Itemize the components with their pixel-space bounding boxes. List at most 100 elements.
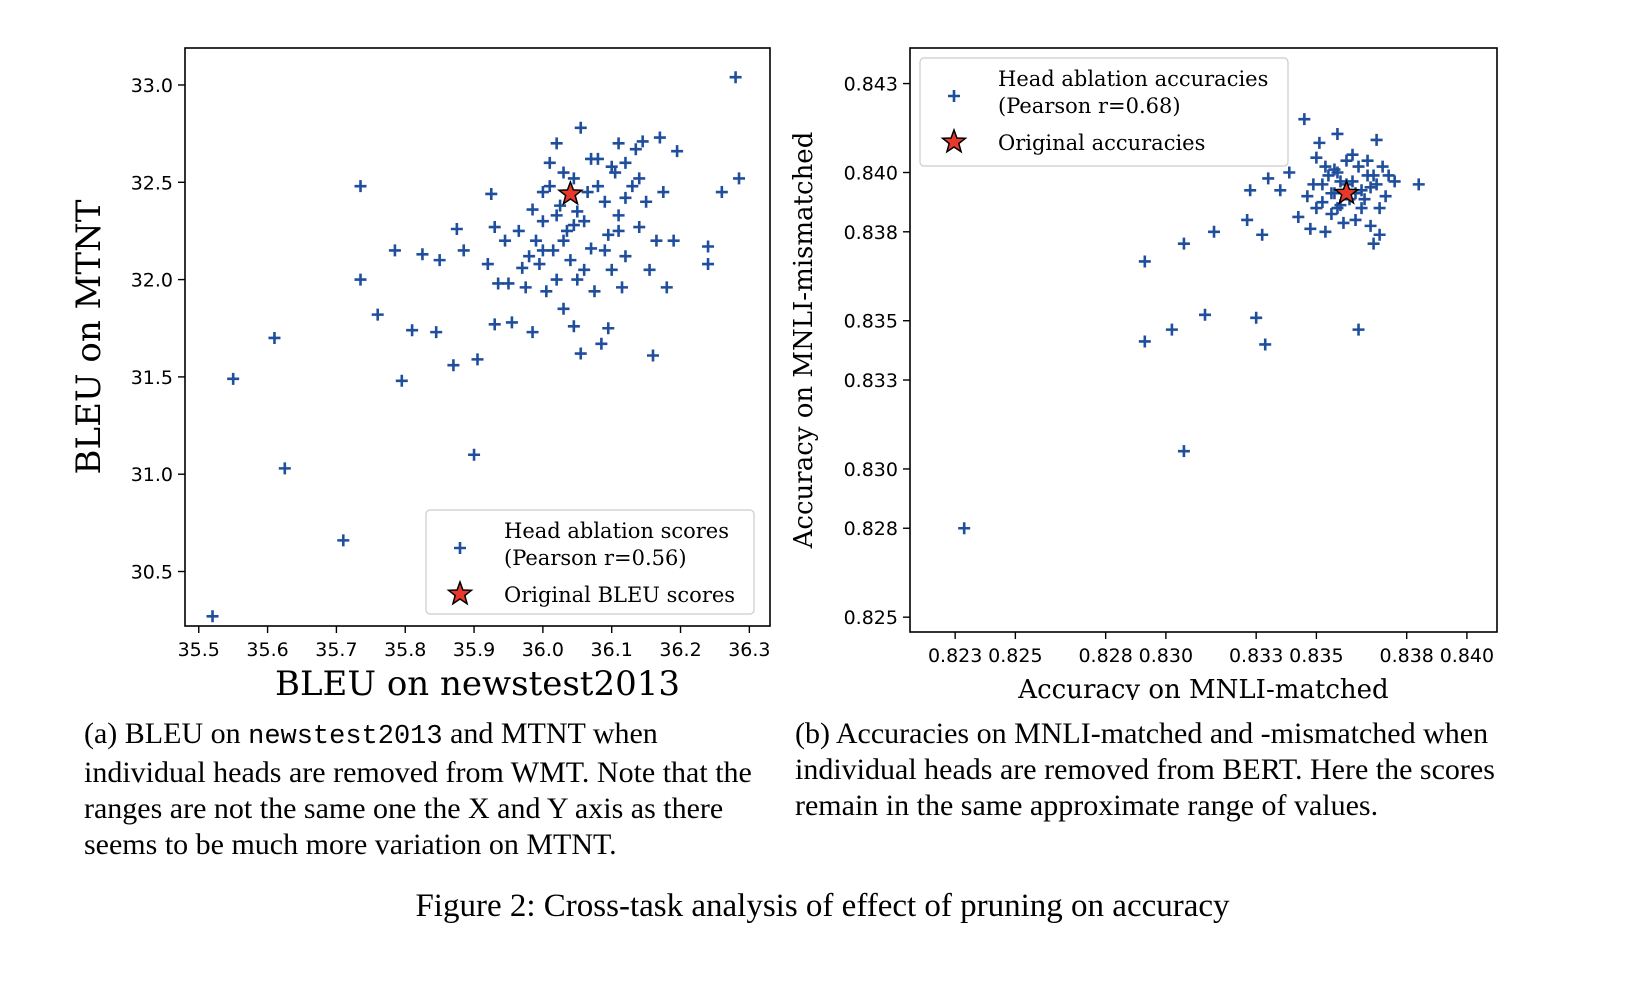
data-point-plus: [526, 326, 539, 339]
data-point-plus: [530, 234, 542, 247]
x-tick-label: 35.7: [315, 639, 357, 661]
legend-label-original: Original accuracies: [998, 131, 1205, 155]
data-point-plus: [1319, 225, 1332, 238]
x-tick-label: 0.840: [1440, 645, 1494, 667]
data-point-plus: [729, 71, 742, 84]
data-point-star: [556, 179, 584, 206]
y-tick-label: 31.0: [131, 464, 173, 486]
data-point-plus: [643, 263, 656, 276]
legend-label-original: Original BLEU scores: [504, 583, 735, 607]
data-point-plus: [1322, 169, 1335, 182]
data-point-plus: [499, 234, 512, 247]
data-point-plus: [543, 180, 556, 193]
data-point-plus: [1165, 323, 1178, 336]
data-point-plus: [1388, 175, 1401, 188]
y-tick-label: 33.0: [131, 75, 173, 97]
data-point-plus: [1298, 113, 1311, 126]
data-point-plus: [1349, 213, 1362, 226]
x-tick-label: 35.6: [246, 639, 288, 661]
data-point-plus: [591, 180, 604, 193]
data-point-plus: [354, 180, 367, 193]
data-point-plus: [640, 195, 653, 208]
legend-box: [425, 509, 755, 615]
caption-b-label: (b): [795, 717, 830, 750]
data-point-plus: [1262, 172, 1275, 185]
data-point-plus: [1352, 160, 1365, 173]
data-point-plus: [671, 145, 684, 158]
data-point-plus: [533, 258, 546, 271]
legend-star-marker: [446, 579, 474, 606]
plot-frame: [184, 47, 771, 627]
data-point-plus: [457, 244, 470, 257]
data-point-plus: [268, 331, 281, 344]
caption-a-text-start: BLEU on: [124, 717, 249, 750]
data-point-plus: [1367, 237, 1380, 250]
x-tick-label: 0.828: [1078, 645, 1132, 667]
data-point-plus: [395, 374, 408, 387]
data-point-plus: [1316, 196, 1329, 209]
y-tick-label: 0.825: [844, 607, 898, 629]
plot-frame: [909, 47, 1498, 633]
figure-plots: 35.5 35.6 35.7 35.8 35.9 36.0 36.1 36.2 36.3 30.5…: [69, 47, 1498, 700]
data-point-plus: [1358, 193, 1371, 206]
data-point-plus: [450, 222, 463, 235]
data-point-plus: [488, 318, 501, 331]
data-point-plus: [512, 224, 525, 237]
legend-plus-marker: [454, 542, 466, 554]
caption-a-label: (a): [84, 717, 118, 750]
data-point-plus: [550, 137, 563, 150]
x-tick-label: 36.0: [522, 639, 564, 661]
data-point-plus: [1177, 237, 1190, 250]
data-point-plus: [1337, 216, 1350, 229]
x-tick-label: 0.833: [1229, 645, 1283, 667]
data-point-plus: [629, 143, 642, 156]
x-tick-label: 35.5: [178, 639, 220, 661]
data-point-plus: [1334, 175, 1347, 188]
data-point-plus: [1292, 210, 1305, 223]
legend-box: [919, 57, 1289, 167]
data-point-plus: [488, 221, 501, 234]
y-tick-label: 31.5: [131, 367, 173, 389]
data-point-plus: [1319, 160, 1332, 173]
data-point-plus: [619, 191, 632, 204]
chart-panel-a: 35.5 35.6 35.7 35.8 35.9 36.0 36.1 36.2 36.3 30.5…: [69, 47, 771, 700]
x-tick-label: 0.835: [1289, 645, 1343, 667]
data-point-plus: [1241, 213, 1254, 226]
legend: Head ablation accuracies (Pearson r=0.68)…: [919, 57, 1289, 167]
caption-b-text: Accuracies on MNLI-matched and -mismatch…: [795, 717, 1495, 822]
data-point-plus: [1310, 202, 1323, 215]
data-point-plus: [1412, 178, 1425, 191]
data-point-plus: [547, 244, 560, 257]
data-point-plus: [633, 221, 646, 234]
data-point-plus: [1325, 208, 1338, 221]
data-point-plus: [633, 172, 646, 185]
data-point-plus: [653, 131, 666, 144]
data-point-plus: [371, 308, 384, 321]
data-point-plus: [958, 522, 971, 535]
data-point-plus: [647, 349, 659, 362]
caption-b: (b) Accuracies on MNLI-matched and -mism…: [795, 716, 1505, 824]
data-point-plus: [574, 121, 587, 134]
data-point-plus: [702, 258, 715, 271]
data-point-plus: [505, 316, 518, 329]
legend: Head ablation scores (Pearson r=0.56) Orig…: [425, 509, 755, 615]
caption-a-mono: newstest2013: [248, 722, 443, 752]
data-point-plus: [1244, 184, 1257, 197]
data-point-plus: [660, 281, 673, 294]
data-point-plus: [1199, 308, 1212, 321]
data-point-plus: [1283, 166, 1296, 179]
data-point-plus: [1370, 178, 1383, 191]
data-point-plus: [1256, 228, 1269, 241]
legend-label-ablation: Head ablation accuracies: [998, 67, 1268, 91]
data-point-plus: [598, 195, 611, 208]
data-point-plus: [1138, 335, 1151, 348]
data-point-plus: [1379, 190, 1392, 203]
legend-label-ablation: Head ablation scores: [504, 519, 729, 543]
data-point-plus: [588, 285, 601, 298]
x-axis-label: Accuracy on MNLI-matched: [1017, 675, 1388, 700]
caption-a-text-end: and MTNT when individual heads are remov…: [84, 717, 752, 861]
data-point-plus: [612, 209, 625, 222]
x-tick-label: 36.1: [591, 639, 633, 661]
legend-star-marker: [940, 127, 968, 154]
y-tick-label: 0.835: [844, 311, 898, 333]
